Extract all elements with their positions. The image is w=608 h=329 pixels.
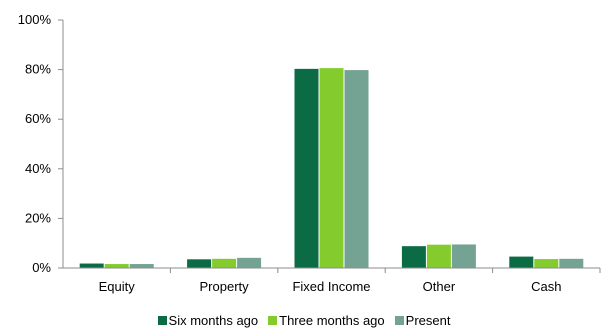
x-tick-label: Fixed Income [292,279,370,294]
bar [319,68,344,268]
bar [426,244,451,268]
y-axis: 0% 20% 40% 60% 80% 100% [18,12,64,275]
x-tick-label: Other [423,279,456,294]
bars [79,68,584,268]
legend-label: Six months ago [168,312,259,328]
x-tick-label: Equity [99,279,136,294]
y-tick-label: 80% [25,62,51,77]
legend-item: Present [394,312,451,328]
allocation-bar-chart: 0% 20% 40% 60% 80% 100% Equity Property Fixed I… [18,12,601,294]
legend-label: Three months ago [279,312,385,328]
y-tick-label: 40% [25,161,51,176]
bar [451,244,476,268]
legend-item: Three months ago [268,313,385,328]
bar [129,264,154,268]
bar [104,264,129,268]
x-axis: Equity Property Fixed Income Other Cash [63,267,601,294]
legend-swatch [268,315,278,325]
y-tick-label: 20% [25,210,51,225]
y-tick-label: 0% [32,260,51,275]
legend-swatch [394,315,404,325]
x-tick-label: Property [200,279,250,294]
bar [237,257,262,268]
bar [212,258,237,268]
bar [559,258,584,268]
bar [294,68,319,268]
bar [401,246,426,268]
chart-legend: Six months ago Three months ago Present [0,311,608,329]
y-tick-label: 60% [25,111,51,126]
bar [79,263,104,268]
x-tick-label: Cash [531,279,561,294]
y-tick-label: 100% [18,12,52,27]
bar [509,256,534,268]
legend-item: Six months ago [157,312,259,328]
bar [344,70,369,268]
bar [187,259,212,268]
bar [534,259,559,268]
legend-label: Present [405,312,451,328]
legend-swatch [157,315,167,325]
